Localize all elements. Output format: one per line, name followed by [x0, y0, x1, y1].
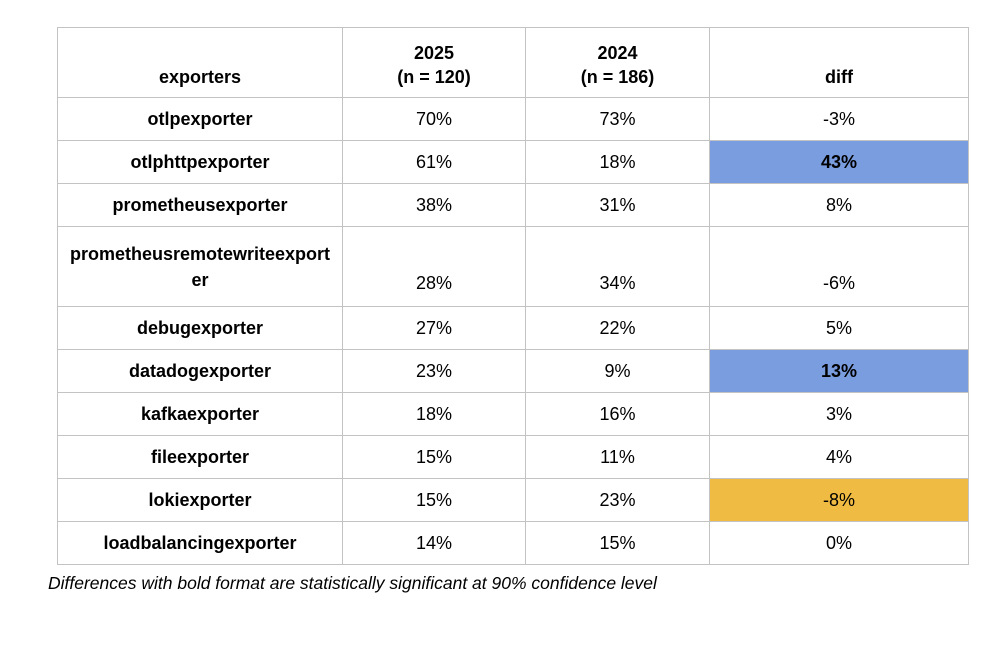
value-2024: 11%: [525, 435, 710, 479]
exporter-name: otlphttpexporter: [57, 140, 343, 184]
table-row: lokiexporter 15% 23% -8%: [57, 478, 969, 522]
column-header-2025: 2025 (n = 120): [342, 27, 526, 98]
exporter-name: prometheusremotewriteexporter: [57, 226, 343, 307]
exporter-name: debugexporter: [57, 306, 343, 350]
diff-value: 13%: [709, 349, 969, 393]
table-header-row: exporters 2025 (n = 120) 2024 (n = 186) …: [57, 27, 969, 98]
diff-value: 8%: [709, 183, 969, 227]
exporter-name: loadbalancingexporter: [57, 521, 343, 565]
value-2025: 18%: [342, 392, 526, 436]
table-row: prometheusremotewriteexporter 28% 34% -6…: [57, 226, 969, 307]
exporter-name: otlpexporter: [57, 97, 343, 141]
value-2025: 61%: [342, 140, 526, 184]
value-2025: 70%: [342, 97, 526, 141]
table-row: loadbalancingexporter 14% 15% 0%: [57, 521, 969, 565]
diff-value: 4%: [709, 435, 969, 479]
page: exporters 2025 (n = 120) 2024 (n = 186) …: [0, 27, 1000, 647]
table-row: datadogexporter 23% 9% 13%: [57, 349, 969, 393]
column-header-exporters: exporters: [57, 27, 343, 98]
value-2024: 34%: [525, 226, 710, 307]
value-2024: 18%: [525, 140, 710, 184]
value-2024: 73%: [525, 97, 710, 141]
diff-value: 5%: [709, 306, 969, 350]
value-2025: 27%: [342, 306, 526, 350]
value-2025: 15%: [342, 435, 526, 479]
table-row: kafkaexporter 18% 16% 3%: [57, 392, 969, 436]
table-row: debugexporter 27% 22% 5%: [57, 306, 969, 350]
value-2024: 31%: [525, 183, 710, 227]
value-2024: 16%: [525, 392, 710, 436]
exporters-comparison-table: exporters 2025 (n = 120) 2024 (n = 186) …: [57, 27, 969, 565]
exporter-name: lokiexporter: [57, 478, 343, 522]
diff-value: -3%: [709, 97, 969, 141]
significance-footnote: Differences with bold format are statist…: [48, 573, 657, 593]
value-2025: 23%: [342, 349, 526, 393]
diff-value: -8%: [709, 478, 969, 522]
value-2024: 23%: [525, 478, 710, 522]
diff-value: 43%: [709, 140, 969, 184]
value-2025: 28%: [342, 226, 526, 307]
table-row: fileexporter 15% 11% 4%: [57, 435, 969, 479]
diff-value: 0%: [709, 521, 969, 565]
value-2025: 38%: [342, 183, 526, 227]
value-2025: 14%: [342, 521, 526, 565]
value-2024: 22%: [525, 306, 710, 350]
column-header-diff: diff: [709, 27, 969, 98]
value-2025: 15%: [342, 478, 526, 522]
exporter-name: fileexporter: [57, 435, 343, 479]
exporter-name: datadogexporter: [57, 349, 343, 393]
exporter-name: kafkaexporter: [57, 392, 343, 436]
exporter-name: prometheusexporter: [57, 183, 343, 227]
table-row: otlphttpexporter 61% 18% 43%: [57, 140, 969, 184]
value-2024: 9%: [525, 349, 710, 393]
table-row: otlpexporter 70% 73% -3%: [57, 97, 969, 141]
column-header-2024: 2024 (n = 186): [525, 27, 710, 98]
diff-value: -6%: [709, 226, 969, 307]
table-row: prometheusexporter 38% 31% 8%: [57, 183, 969, 227]
value-2024: 15%: [525, 521, 710, 565]
diff-value: 3%: [709, 392, 969, 436]
